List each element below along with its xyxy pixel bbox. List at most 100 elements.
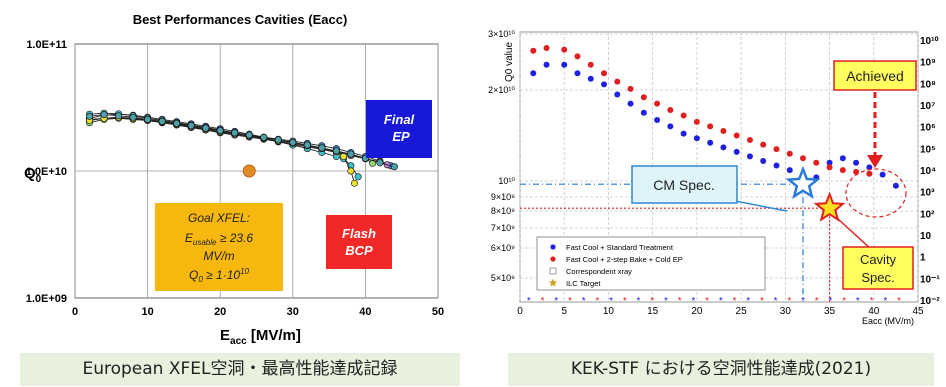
data-point [680,112,687,119]
right-tick-label: 10⁷ [920,101,935,112]
legend-label: ILC Target [566,279,601,288]
data-point [707,123,714,130]
data-point [627,100,634,107]
data-point [561,46,568,53]
right-tick-label: 10³ [920,188,935,199]
bottom-marker: * [828,296,832,307]
x-tick-label: 10 [603,306,615,317]
x-tick-label: 25 [736,306,748,317]
data-point [627,85,634,92]
legend-item: ILC Target [548,278,601,288]
bottom-marker: * [541,296,545,307]
data-point [216,127,224,135]
bottom-marker: * [691,296,695,307]
bottom-marker: * [582,296,586,307]
y-tick-label: 1.0E+10 [26,166,67,178]
data-point [351,179,359,187]
legend-marker [549,267,557,275]
data-point [187,122,195,130]
data-point [347,150,355,158]
y-axis-label: Q0 value [504,42,515,82]
grid [74,44,439,298]
x-tick-label: 40 [868,306,880,317]
x-tick-labels: 0 10 20 30 40 50 [72,306,444,318]
data-point [866,170,873,177]
bottom-marker: * [527,296,531,307]
data-point [601,70,608,77]
data-point [892,182,899,189]
data-point [289,138,297,146]
data-point [614,78,621,85]
x-tick-labels: 0 5 10 15 20 25 30 35 40 45 [517,306,924,317]
legend-marker [550,256,556,262]
data-point [129,113,137,121]
bottom-marker: * [746,296,750,307]
bottom-marker: * [897,296,901,307]
data-point [839,167,846,174]
data-point [773,146,780,153]
data-point [733,132,740,139]
svg-text:BCP: BCP [345,243,373,258]
y-tick-labels: 1.0E+09 1.0E+10 1.0E+11 [26,39,67,305]
x-tick-label: 10 [141,306,153,318]
bottom-marker: * [705,296,709,307]
legend-item: Fast Cool + Standard Treatment [550,243,674,252]
bottom-marker: * [664,296,668,307]
data-point [667,123,674,130]
x-tick-label: 0 [72,306,78,318]
data-point [760,141,767,148]
data-point [332,147,340,155]
legend-label: Fast Cool + Standard Treatment [566,243,674,252]
bottom-marker: * [856,296,860,307]
cm-spec-star [785,165,821,200]
final-ep-label: Final EP [366,100,432,158]
right-tick-label: 10⁹ [920,58,936,69]
svg-text:Spec.: Spec. [861,270,894,285]
legend: Fast Cool + Standard Treatment Fast Cool … [536,236,766,291]
data-point [640,94,647,101]
data-point [733,148,740,155]
y-tick-label: 8×10⁹ [491,206,515,216]
data-point [601,81,608,88]
data-point [231,129,239,137]
data-point [260,133,268,141]
bottom-marker: * [568,296,572,307]
data-point [614,91,621,98]
data-point [786,167,793,174]
data-point [773,162,780,169]
right-axis-tick-labels: 10¹⁰ 10⁹ 10⁸ 10⁷ 10⁶ 10⁵ 10⁴ 10³ 10² 10 1 10⁻¹ 10⁻² [920,36,940,307]
right-tick-label: 10 [920,231,932,242]
right-tick-label: 10⁴ [920,166,936,177]
x-tick-label: 15 [647,306,659,317]
caption-xfel: European XFEL空洞・最高性能達成記録 [20,353,460,386]
y-tick-label: 1.0E+11 [26,39,67,51]
legend-marker [548,278,558,287]
series-0 [530,61,899,189]
data-point [693,135,700,142]
y-tick-label: 6×10⁹ [491,243,515,253]
svg-text:CM Spec.: CM Spec. [653,177,714,193]
data-point [543,45,550,51]
cm-spec-callout: CM Spec. [631,165,788,212]
chart-title: Best Performances Cavities (Eacc) [133,12,348,27]
svg-text:Flash: Flash [342,226,376,241]
right-tick-label: 10⁻¹ [920,274,940,285]
data-point [879,171,886,178]
x-tick-label: 50 [432,306,444,318]
x-tick-label: 5 [561,306,567,317]
data-point [746,153,753,160]
data-point [826,159,833,166]
data-point [543,61,550,68]
bottom-marker: * [554,296,558,307]
data-point [144,115,152,123]
y-tick-label: 3×10¹⁰ [488,29,515,39]
x-axis-label: Eacc (MV/m) [862,316,914,326]
data-point [173,119,181,127]
data-point [746,137,753,144]
bottom-marker: * [760,296,764,307]
svg-text:Q0 ≥ 1·1010: Q0 ≥ 1·1010 [189,267,250,284]
data-point [720,127,727,134]
x-tick-label: 35 [824,306,836,317]
data-point [574,70,581,77]
right-tick-label: 10⁸ [920,79,936,90]
